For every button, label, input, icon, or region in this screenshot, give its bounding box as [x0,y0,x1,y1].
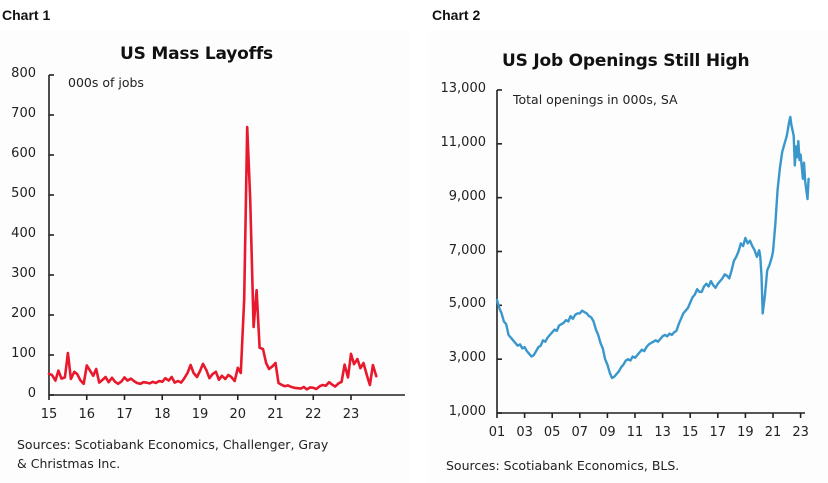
x-tick-label: 23 [792,425,809,440]
y-tick-label: 9,000 [448,188,486,204]
y-tick-label: 5,000 [448,296,486,312]
x-tick-label: 05 [543,425,561,440]
y-tick-label: 700 [11,106,36,121]
chart-2-title: US Job Openings Still High [502,51,750,71]
chart-1-source-line-2: & Christmas Inc. [17,456,121,471]
x-tick-label: 17 [116,407,133,422]
x-tick-label: 18 [153,407,171,422]
chart-1-title: US Mass Layoffs [120,44,273,64]
chart-1-line-series [47,125,378,391]
y-tick-label: 300 [11,266,36,281]
x-tick-label: 20 [229,407,247,422]
y-tick-label: 1,000 [448,404,486,419]
chart-2-unit-note: Total openings in 000s, SA [513,92,678,107]
x-tick-label: 17 [709,425,727,440]
x-tick-label: 19 [737,425,754,440]
x-tick-label: 11 [626,425,644,440]
y-tick-label: 0 [27,386,36,401]
x-tick-label: 03 [516,425,533,440]
chart-2-axes [496,89,805,418]
y-tick-label: 200 [11,306,36,321]
y-tick-label: 800 [11,66,36,81]
y-tick-label: 400 [11,226,36,241]
x-tick-label: 21 [764,425,782,440]
chart-1-unit-note: 000s of jobs [68,75,144,90]
chart-1-axes [48,74,405,400]
chart-1-source-line-1: Sources: Scotiabank Economics, Challenge… [17,437,329,452]
y-tick-label: 3,000 [448,350,486,366]
chart-1-panel [0,30,410,483]
y-tick-label: 7,000 [448,242,486,258]
chart-2-source: Sources: Scotiabank Economics, BLS. [446,458,680,473]
chart-2-line-series [495,115,810,380]
chart-1-label: Chart 1 [2,7,51,23]
x-tick-label: 16 [78,407,96,422]
x-tick-label: 21 [267,407,284,422]
x-tick-label: 19 [191,407,209,422]
x-tick-label: 07 [571,425,589,440]
y-tick-label: 11,000 [440,134,487,150]
y-tick-label: 500 [11,186,36,201]
x-tick-label: 23 [342,407,360,422]
x-tick-label: 09 [599,425,616,440]
x-tick-label: 15 [40,407,58,422]
x-tick-label: 22 [304,407,322,422]
chart-2-label: Chart 2 [432,7,481,23]
x-tick-label: 15 [681,425,699,440]
y-tick-label: 100 [11,346,36,361]
x-tick-label: 01 [488,425,506,440]
y-tick-label: 600 [11,146,36,161]
y-tick-label: 13,000 [440,81,487,96]
x-tick-label: 13 [654,425,671,440]
